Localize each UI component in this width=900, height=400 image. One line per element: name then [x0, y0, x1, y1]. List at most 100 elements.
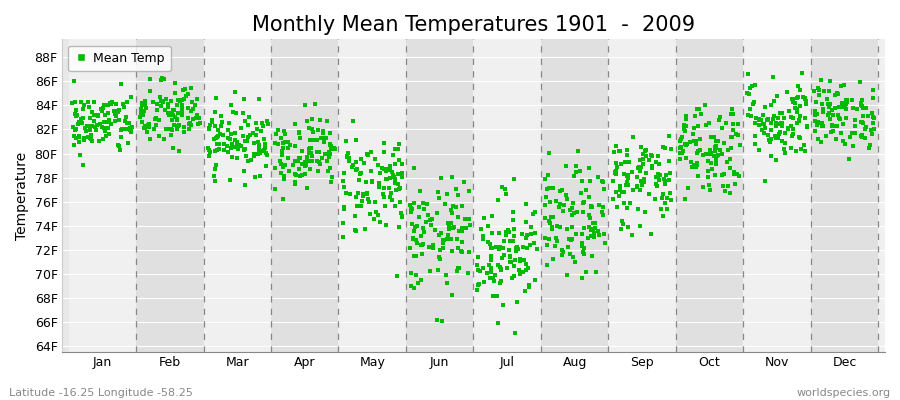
Point	[423, 217, 437, 223]
Point	[300, 154, 314, 160]
Point	[725, 106, 740, 112]
Point	[449, 204, 464, 211]
Point	[579, 269, 593, 275]
Point	[524, 224, 538, 230]
Point	[358, 225, 373, 232]
Point	[679, 123, 693, 129]
Point	[591, 174, 606, 180]
Point	[674, 144, 688, 150]
Point	[462, 188, 476, 194]
Point	[505, 238, 519, 245]
Point	[102, 117, 116, 123]
Point	[553, 188, 567, 194]
Point	[306, 137, 320, 143]
Point	[93, 120, 107, 127]
Point	[154, 98, 168, 104]
Point	[410, 252, 424, 259]
Point	[276, 140, 291, 146]
Point	[231, 145, 246, 152]
Point	[274, 170, 288, 176]
Point	[613, 183, 627, 189]
Point	[121, 139, 135, 146]
Point	[207, 136, 221, 142]
Point	[522, 284, 536, 290]
Point	[364, 178, 379, 185]
Point	[138, 98, 152, 104]
Point	[292, 135, 307, 142]
Point	[866, 120, 880, 126]
Point	[445, 248, 459, 254]
Point	[747, 140, 761, 147]
Point	[287, 121, 302, 127]
Point	[282, 144, 296, 151]
Point	[793, 87, 807, 94]
Point	[585, 204, 599, 210]
Point	[724, 134, 739, 140]
Point	[836, 102, 850, 108]
Point	[85, 109, 99, 115]
Point	[574, 230, 589, 237]
Point	[322, 151, 337, 158]
Point	[238, 118, 252, 124]
Point	[165, 127, 179, 133]
Point	[189, 96, 203, 102]
Point	[752, 122, 766, 128]
Point	[407, 285, 421, 291]
Point	[587, 230, 601, 236]
Point	[161, 104, 176, 110]
Point	[84, 135, 98, 142]
Point	[854, 132, 868, 139]
Point	[408, 224, 422, 230]
Point	[824, 123, 839, 129]
Point	[207, 173, 221, 180]
Point	[567, 173, 581, 179]
Point	[255, 148, 269, 155]
Point	[412, 204, 427, 210]
Point	[269, 131, 284, 138]
Point	[546, 184, 561, 191]
Point	[854, 99, 868, 106]
Point	[215, 131, 230, 138]
Point	[508, 330, 522, 336]
Point	[436, 236, 450, 243]
Point	[288, 171, 302, 177]
Point	[225, 141, 239, 148]
Point	[512, 267, 526, 273]
Point	[792, 112, 806, 119]
Point	[360, 151, 374, 157]
Point	[816, 123, 831, 130]
Point	[688, 113, 702, 119]
Point	[766, 74, 780, 80]
Point	[752, 122, 766, 128]
Point	[799, 101, 814, 107]
Point	[642, 190, 656, 197]
Point	[88, 126, 103, 133]
Point	[775, 110, 789, 116]
Point	[336, 178, 350, 184]
Point	[354, 202, 368, 209]
Point	[708, 142, 723, 149]
Point	[112, 143, 126, 149]
Point	[798, 115, 813, 121]
Point	[796, 142, 811, 148]
Point	[502, 228, 517, 235]
Point	[168, 114, 183, 120]
Point	[865, 110, 879, 116]
Point	[123, 126, 138, 132]
Point	[298, 102, 312, 108]
Point	[251, 96, 266, 102]
Point	[688, 164, 703, 170]
Point	[367, 198, 382, 205]
Point	[87, 124, 102, 130]
Point	[322, 150, 337, 157]
Point	[422, 244, 436, 250]
Point	[208, 148, 222, 154]
Point	[413, 277, 428, 283]
Point	[821, 112, 835, 118]
Point	[75, 120, 89, 127]
Point	[292, 173, 307, 180]
Point	[555, 246, 570, 253]
Point	[808, 107, 823, 114]
Point	[625, 232, 639, 238]
Point	[680, 141, 695, 147]
